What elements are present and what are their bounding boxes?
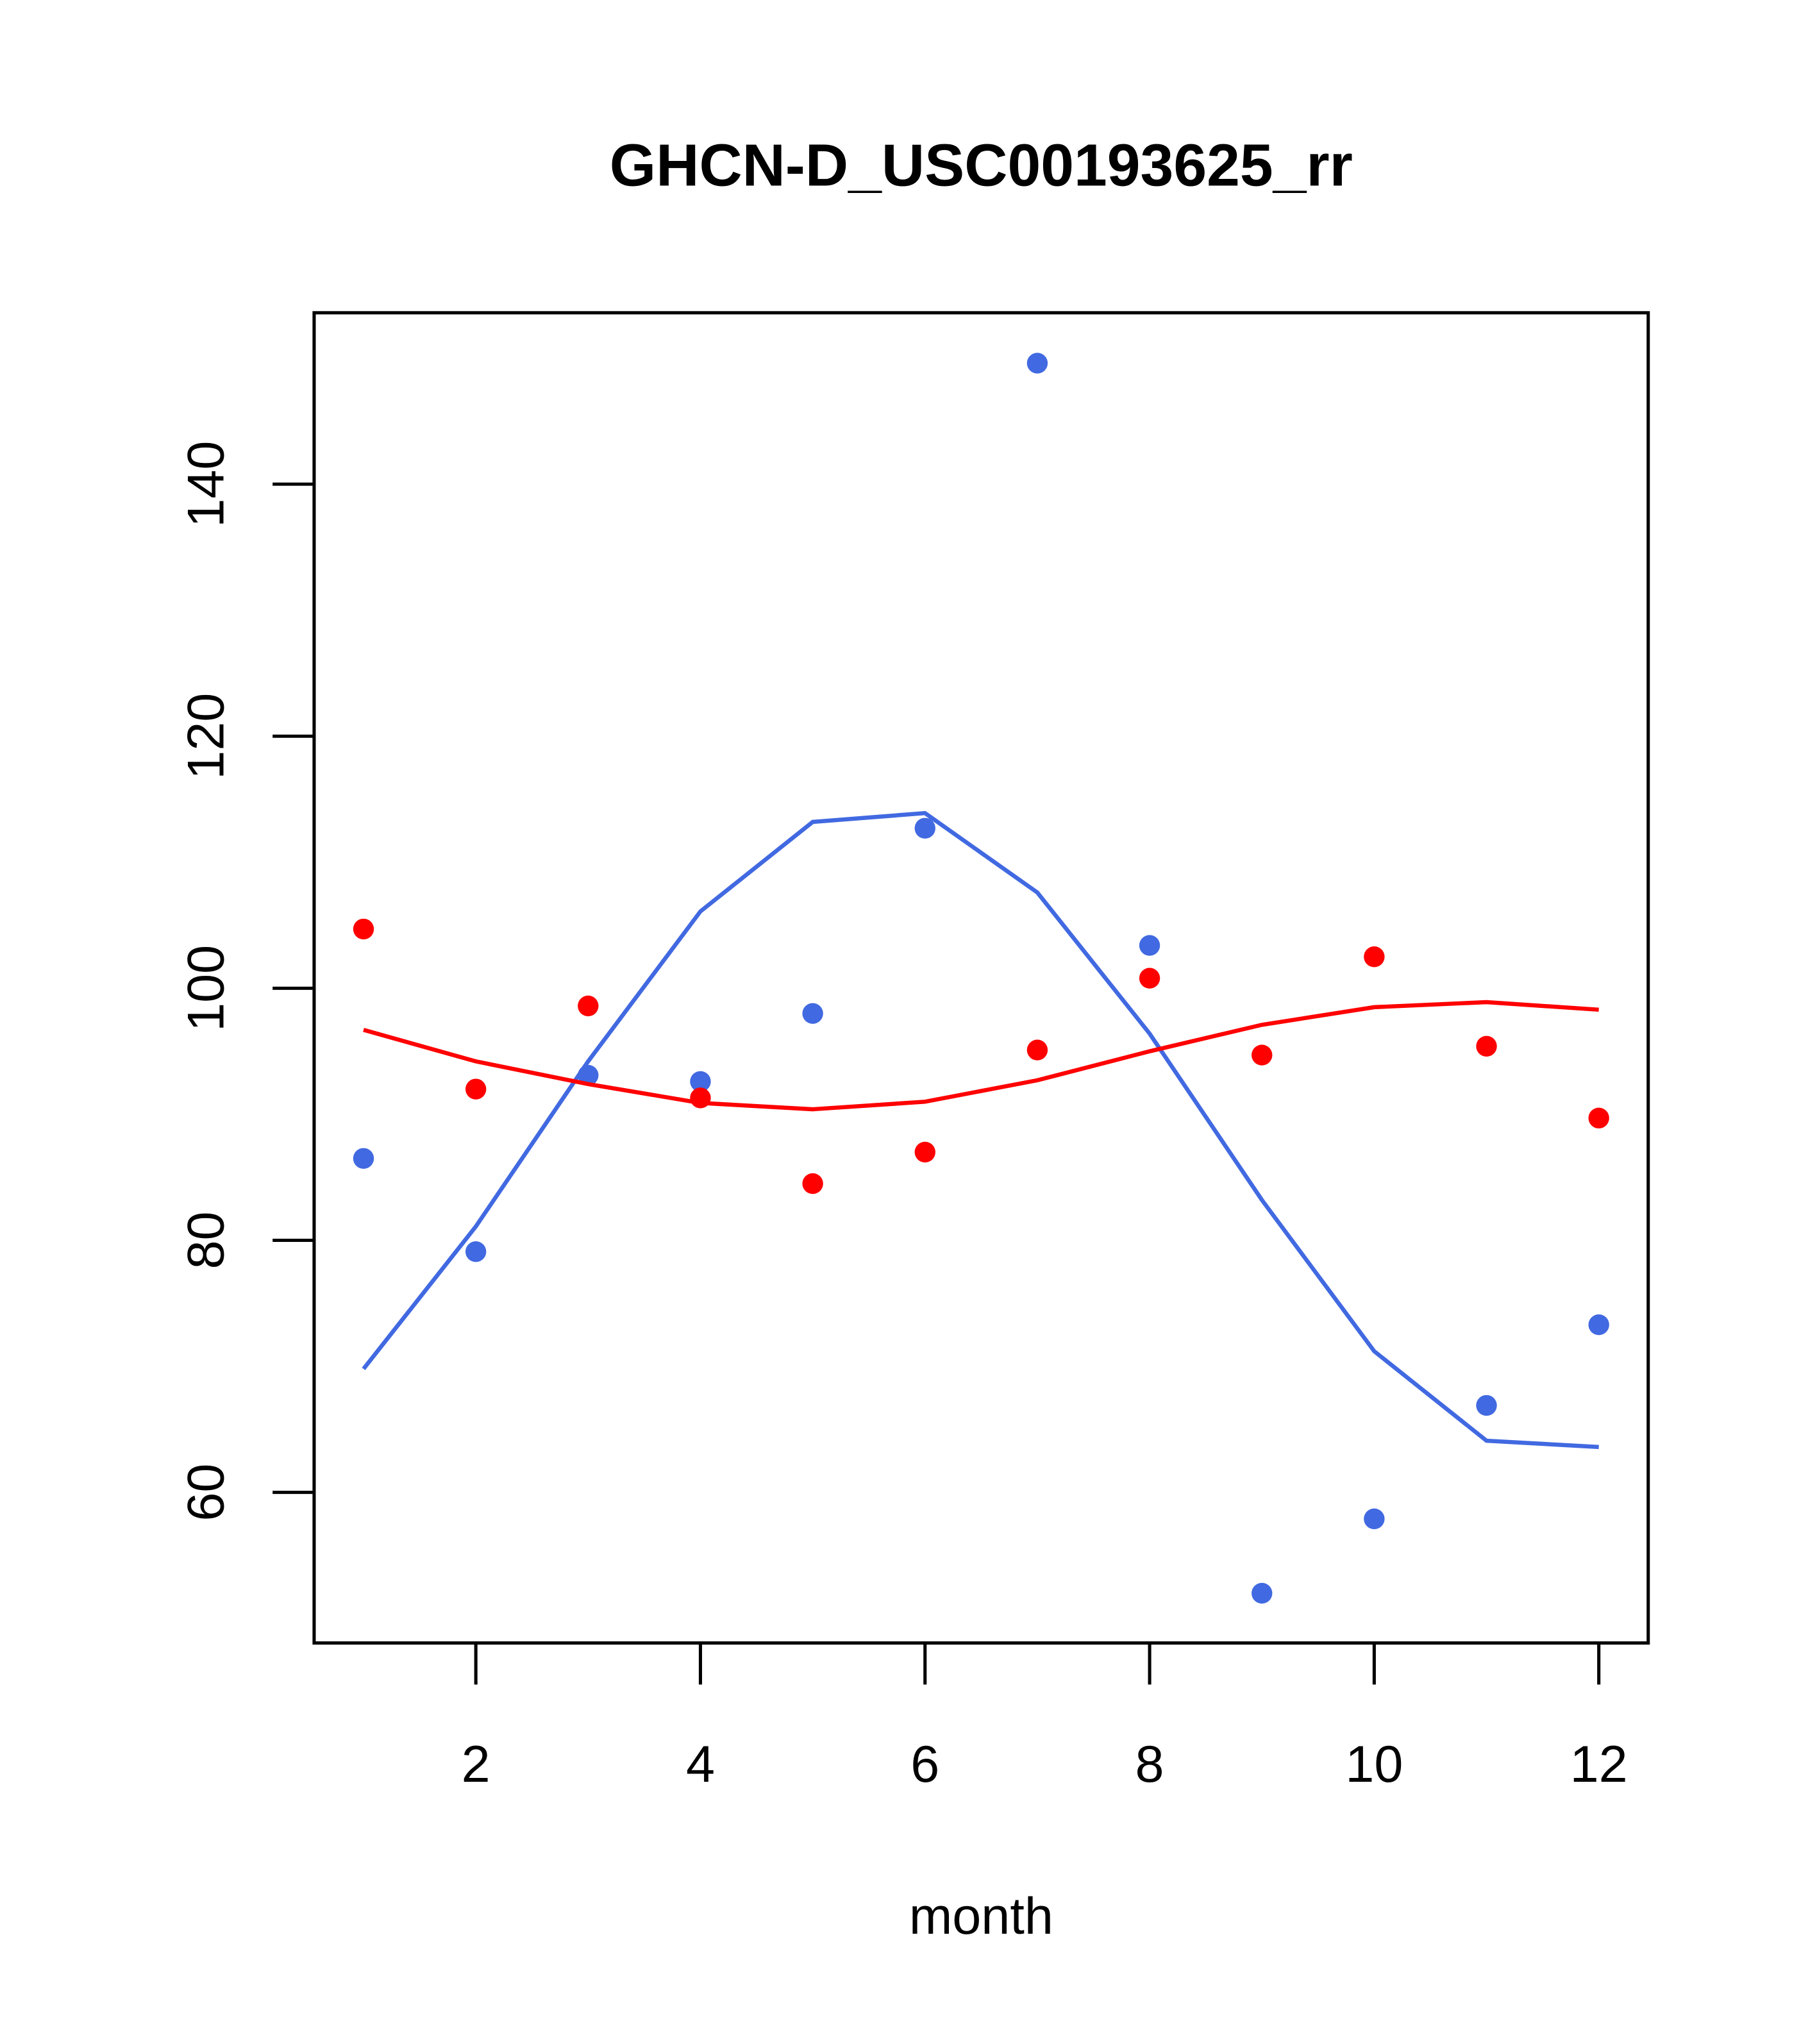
- blue-points-point: [353, 1148, 374, 1169]
- chart-title: GHCN-D_USC00193625_rr: [610, 131, 1353, 198]
- red-points-point: [1252, 1044, 1273, 1066]
- x-tick-label: 12: [1570, 1736, 1628, 1793]
- plot-frame: [312, 311, 1650, 1645]
- red-points-point: [465, 1078, 487, 1100]
- x-tick-label: 8: [1135, 1736, 1164, 1793]
- y-tick-label: 100: [177, 945, 235, 1032]
- blue-points-point: [1026, 353, 1048, 374]
- red-points-point: [802, 1173, 823, 1194]
- x-tick-label: 4: [686, 1736, 715, 1793]
- x-axis: 2 4 6 8 10 12: [462, 1643, 1628, 1793]
- x-axis-label: month: [909, 1888, 1053, 1945]
- red-line-series: [363, 1000, 1599, 1112]
- blue-line-series: [362, 810, 1599, 1450]
- blue-points-point: [465, 1241, 487, 1262]
- x-tick-label: 6: [910, 1736, 939, 1793]
- y-tick-label: 80: [177, 1212, 235, 1269]
- y-tick-label: 60: [177, 1464, 235, 1521]
- red-points-point: [578, 995, 599, 1017]
- red-points-point: [1026, 1039, 1048, 1060]
- blue-points-point: [914, 817, 935, 839]
- red-points-point: [353, 918, 374, 940]
- y-axis: 60 80 100 120 140: [177, 441, 314, 1521]
- red-points-point: [1364, 946, 1385, 968]
- y-tick-label: 140: [177, 441, 235, 528]
- red-points-point: [1476, 1035, 1497, 1057]
- blue-points-point: [1588, 1314, 1609, 1336]
- blue-points-point: [1139, 935, 1160, 956]
- x-tick-label: 10: [1345, 1736, 1403, 1793]
- red-points-point: [1139, 968, 1160, 989]
- y-tick-label: 120: [177, 693, 235, 780]
- plot-marks: [353, 353, 1609, 1604]
- blue-points-point: [1252, 1582, 1273, 1604]
- x-tick-label: 2: [462, 1736, 490, 1793]
- blue-points-point: [802, 1003, 823, 1024]
- blue-points-point: [1476, 1395, 1497, 1416]
- red-points-point: [1588, 1107, 1609, 1129]
- red-points-point: [914, 1141, 935, 1163]
- blue-points-point: [1364, 1508, 1385, 1530]
- blue-points-point: [690, 1071, 711, 1093]
